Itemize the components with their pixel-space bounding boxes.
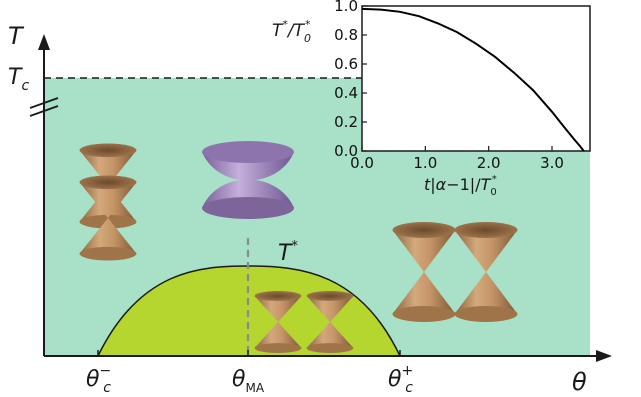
dome-temperature-label: T* — [278, 239, 298, 266]
y-axis-arrow-icon — [38, 34, 50, 50]
inset-y-axis-label: T*/T0* — [272, 18, 311, 45]
inset-x-tick-label: 2.0 — [477, 154, 501, 172]
inset-x-ticks: 0.0 1.0 2.0 3.0 — [350, 146, 564, 172]
theta-ma-label: θMA — [232, 367, 265, 395]
x-axis-arrow-icon — [596, 350, 612, 362]
inset-x-tick-label: 1.0 — [413, 154, 437, 172]
inset-y-ticks: 0.0 0.2 0.4 0.6 0.8 1.0 — [334, 0, 367, 160]
gapped-band-structure-icon — [202, 141, 294, 219]
inset-series-line — [361, 7, 585, 152]
x-tick-labels: θ− c θMA θ+ c — [86, 363, 413, 396]
inset-x-tick-label: 0.0 — [350, 154, 374, 172]
axis-break-icon — [29, 97, 59, 117]
x-axis-label: θ — [572, 368, 587, 396]
inset-y-tick-label: 0.0 — [334, 142, 358, 160]
theta-c-plus-label: θ+ c — [388, 363, 413, 396]
inset-y-tick-label: 0.2 — [334, 113, 358, 131]
inset-y-tick-label: 1.0 — [334, 0, 358, 15]
inset-y-tick-label: 0.8 — [334, 26, 358, 44]
inset-x-axis-label: t|α−1|/T0* — [424, 174, 497, 198]
inset-plot-area — [361, 5, 591, 152]
theta-c-minus-label: θ− c — [86, 363, 111, 396]
critical-temperature-label: Tc — [8, 65, 29, 94]
inset-chart: 0.0 0.2 0.4 0.6 0.8 1.0 0.0 1.0 2.0 3.0 T*/T0* t… — [272, 0, 591, 198]
inset-y-tick-label: 0.6 — [334, 55, 358, 73]
inset-x-tick-label: 3.0 — [540, 154, 564, 172]
inset-y-tick-label: 0.4 — [334, 84, 358, 102]
y-axis-label: T — [8, 22, 25, 50]
